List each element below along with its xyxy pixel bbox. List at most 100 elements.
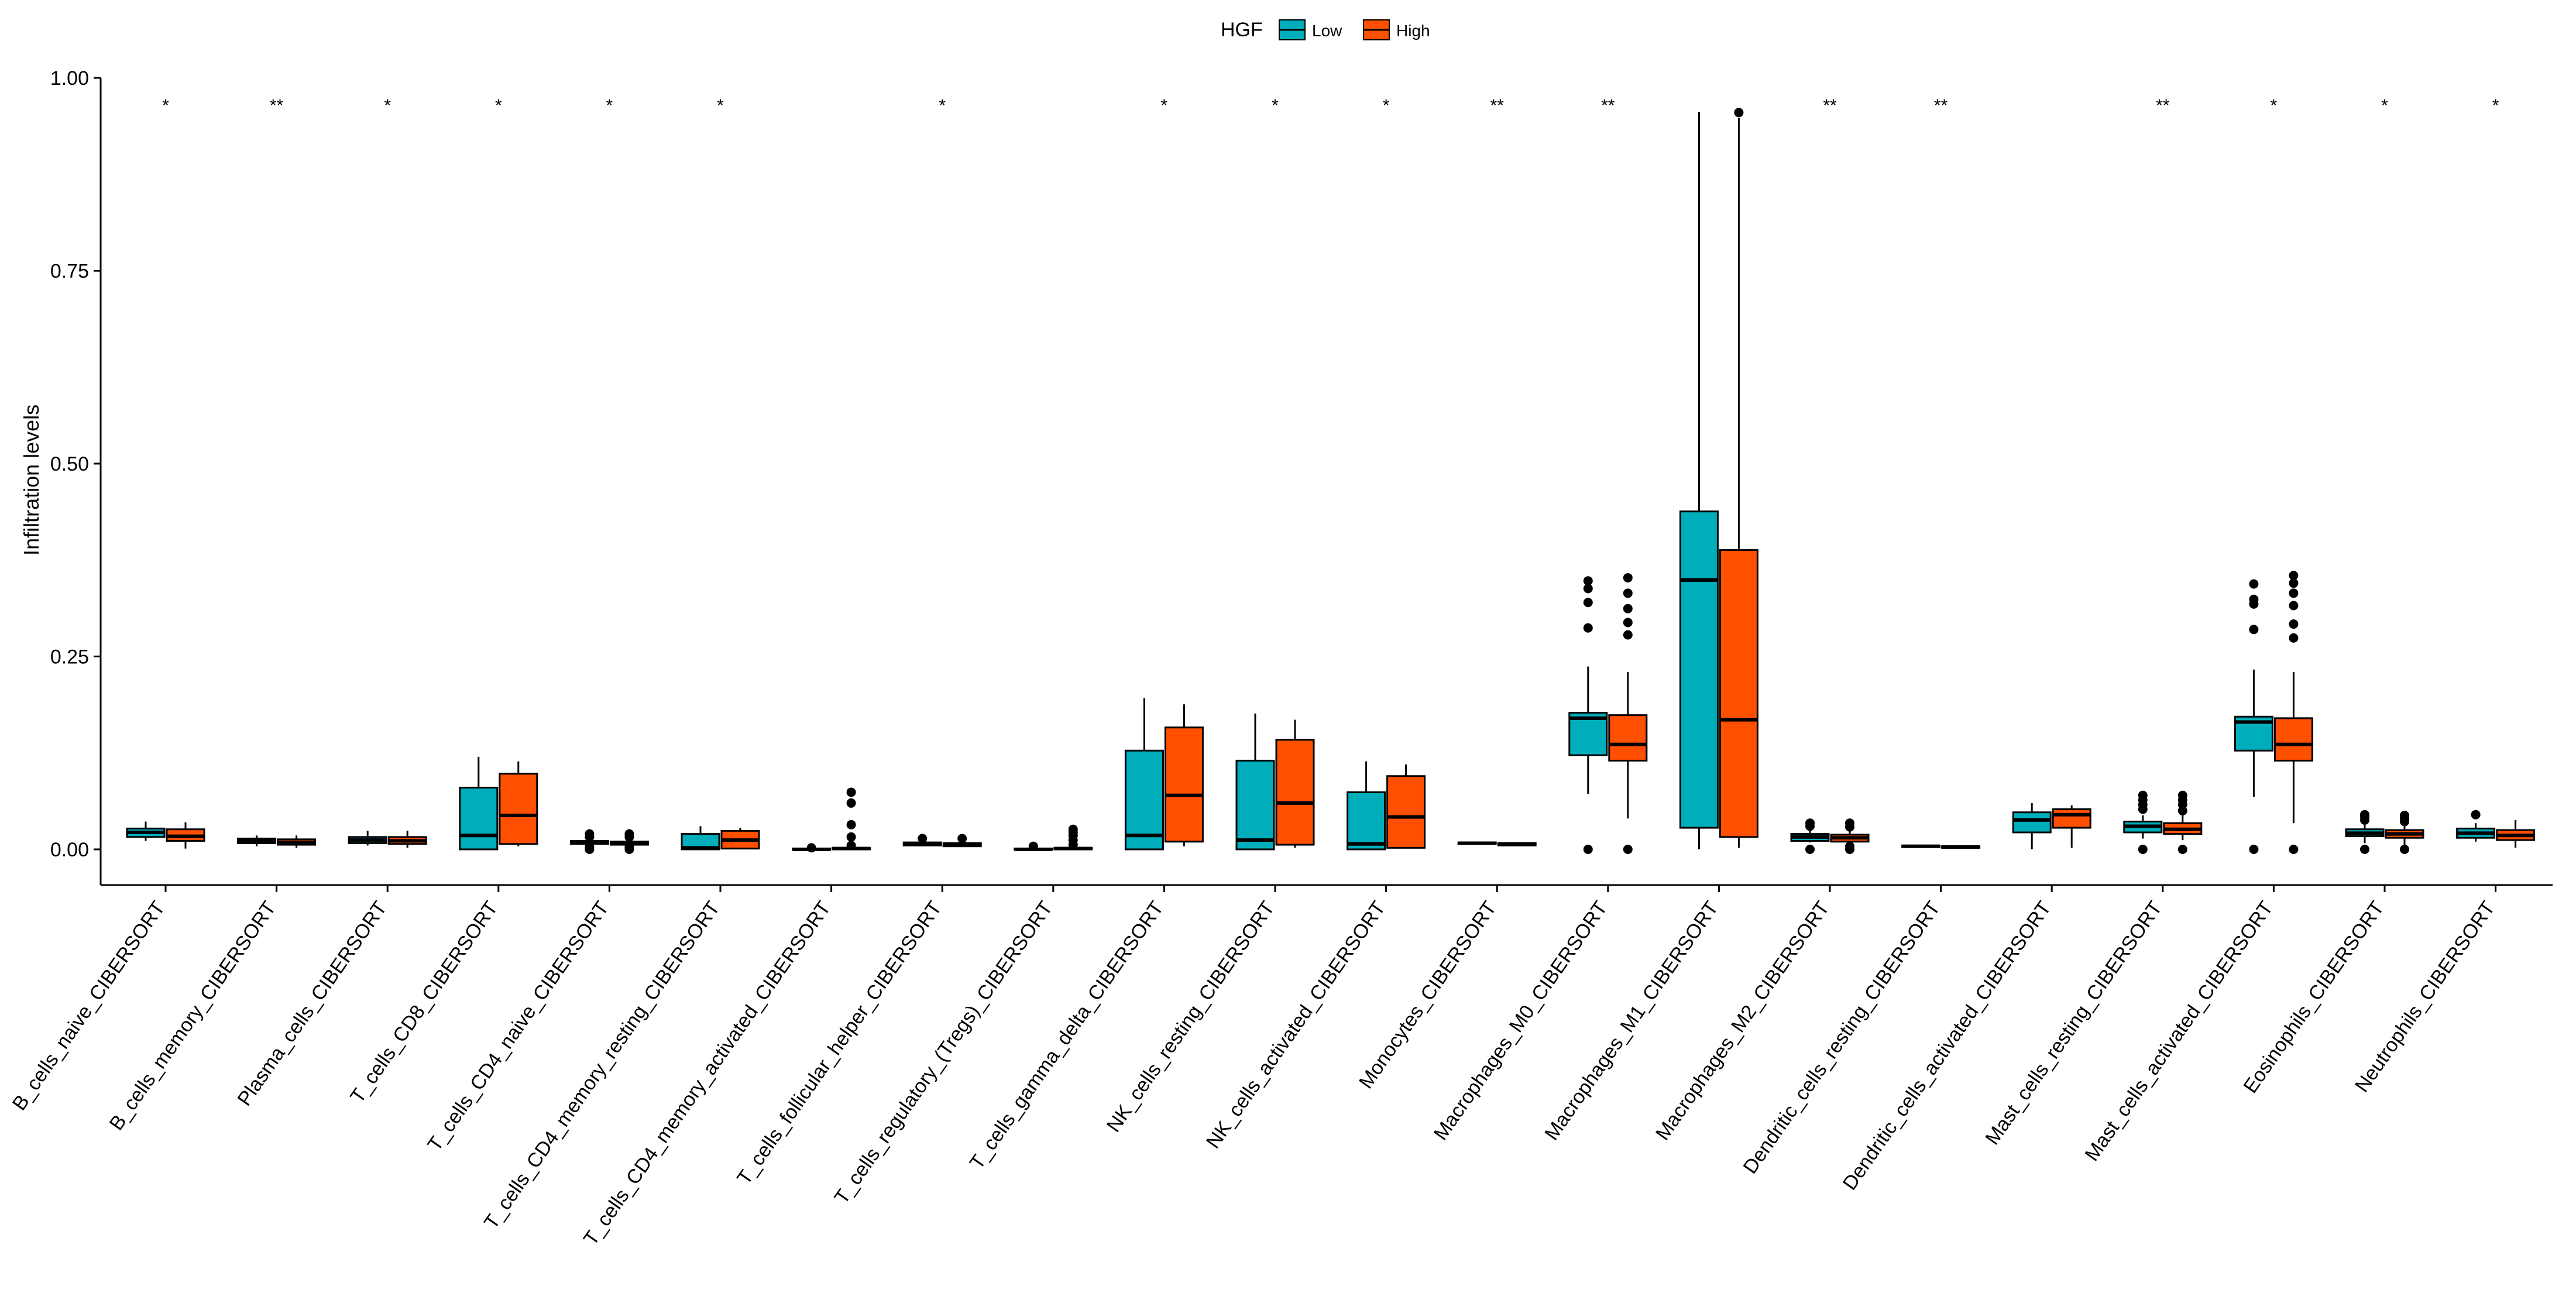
box-low-0 [126,821,166,841]
box-high-19 [2273,571,2313,854]
box-iqr [2012,811,2052,834]
box-iqr [1164,726,1204,843]
box-low-7 [902,834,942,846]
outlier-point [2249,579,2259,589]
x-tick-label: Dendritic_cells_activated_CIBERSORT [1839,897,2056,1194]
outlier-point [2249,594,2259,604]
outlier-point [2289,619,2299,629]
outlier-point [1845,841,1854,851]
box-low-8 [1014,841,1053,851]
outlier-point [2400,845,2409,854]
y-tick-label: 0.75 [50,260,89,283]
outlier-point [1805,818,1815,828]
y-tick-label: 0.25 [50,646,89,668]
x-tick-label: T_cells_CD4_naive_CIBERSORT [423,897,613,1155]
box-high-6 [832,787,871,851]
box-high-5 [720,828,760,850]
significance-label: * [495,96,502,115]
outlier-point [1583,584,1593,594]
outlier-point [1623,573,1633,583]
box-iqr [1608,714,1648,762]
box-iqr [1719,549,1758,838]
box-high-10 [1275,719,1315,848]
outlier-point [624,842,634,852]
outlier-point [846,798,856,808]
box-high-2 [387,831,427,848]
outlier-point [2289,588,2299,598]
box-high-8 [1053,824,1093,851]
outlier-point [846,832,856,842]
outlier-point [624,829,634,839]
legend-label: Low [1312,22,1342,40]
box-iqr [499,773,538,845]
significance-label: ** [1490,96,1505,115]
outlier-point [1623,845,1633,854]
box-high-21 [2496,819,2536,848]
outlier-point [2400,811,2409,821]
box-low-21 [2456,810,2496,842]
significance-label: ** [1823,96,1837,115]
box-low-16 [1901,844,1941,848]
box-iqr [1679,510,1719,829]
y-axis-title: Infiltration levels [19,404,43,556]
box-iqr [1347,791,1386,851]
significance-label: * [162,96,169,115]
box-iqr [2052,808,2091,829]
box-high-0 [166,822,205,849]
outlier-point [2360,845,2369,854]
box-low-5 [681,826,720,851]
outlier-point [846,787,856,797]
box-iqr [1386,775,1426,849]
box-iqr [459,787,499,851]
box-high-11 [1386,764,1426,849]
x-tick-label: T_cells_follicular_helper_CIBERSORT [733,897,946,1189]
significance-label: * [2492,96,2499,115]
outlier-point [1583,576,1593,586]
outlier-point [1068,824,1078,834]
box-high-15 [1830,818,1870,854]
significance-label: * [717,96,724,115]
outlier-point [2289,633,2299,643]
outlier-point [2177,790,2187,800]
x-tick-label: Mast_cells_activated_CIBERSORT [2081,897,2278,1165]
y-tick-label: 1.00 [50,67,89,90]
box-high-13 [1608,573,1648,854]
outlier-point [846,841,856,851]
box-low-1 [237,835,277,846]
outlier-point [585,829,595,839]
significance-label: ** [270,96,284,115]
box-low-15 [1790,818,1830,854]
box-high-14 [1719,108,1758,848]
box-low-10 [1235,714,1275,851]
outlier-point [585,842,595,852]
significance-label: * [606,96,613,115]
box-high-20 [2385,811,2424,854]
x-tick-label: T_cells_regulatory_(Tregs)_CIBERSORT [830,897,1057,1208]
outlier-point [2249,845,2259,854]
outlier-point [2138,845,2148,854]
outlier-point [1583,598,1593,608]
box-high-7 [942,834,982,848]
outlier-point [2289,578,2299,588]
box-high-12 [1497,842,1537,846]
legend-key-high: High [1363,19,1430,40]
box-low-2 [348,831,387,846]
x-tick-label: T_cells_gamma_delta_CIBERSORT [966,897,1168,1174]
outlier-point [918,834,928,843]
outlier-point [1623,604,1633,613]
y-tick-label: 0.50 [50,453,89,475]
legend: HGF Low High [1221,19,1430,41]
x-tick-label: Mast_cells_resting_CIBERSORT [1981,897,2166,1149]
box-low-11 [1347,761,1386,851]
significance-label: * [384,96,391,115]
y-tick-label: 0.00 [50,839,89,861]
outlier-point [2360,810,2369,819]
outlier-point [1583,845,1593,854]
box-low-18 [2123,790,2163,854]
box-high-17 [2052,805,2091,848]
box-low-9 [1124,698,1164,851]
box-low-4 [569,829,609,854]
outlier-point [2138,790,2148,800]
outlier-point [2289,571,2299,581]
box-high-18 [2163,790,2203,854]
